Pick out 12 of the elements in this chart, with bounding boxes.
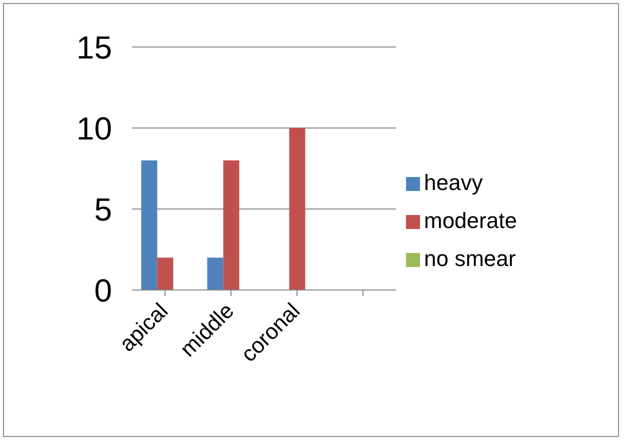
bar [141, 160, 158, 290]
legend-label: moderate [424, 208, 517, 232]
y-tick-label: 5 [94, 191, 112, 228]
legend-label: no smear [424, 246, 516, 270]
y-tick-label: 15 [76, 29, 112, 66]
bar [207, 258, 224, 290]
y-tick-label: 10 [76, 110, 112, 146]
y-tick-label: 0 [94, 272, 112, 308]
bar [223, 160, 240, 290]
bar [289, 128, 306, 290]
bar [157, 258, 174, 290]
legend-label: heavy [424, 170, 483, 194]
